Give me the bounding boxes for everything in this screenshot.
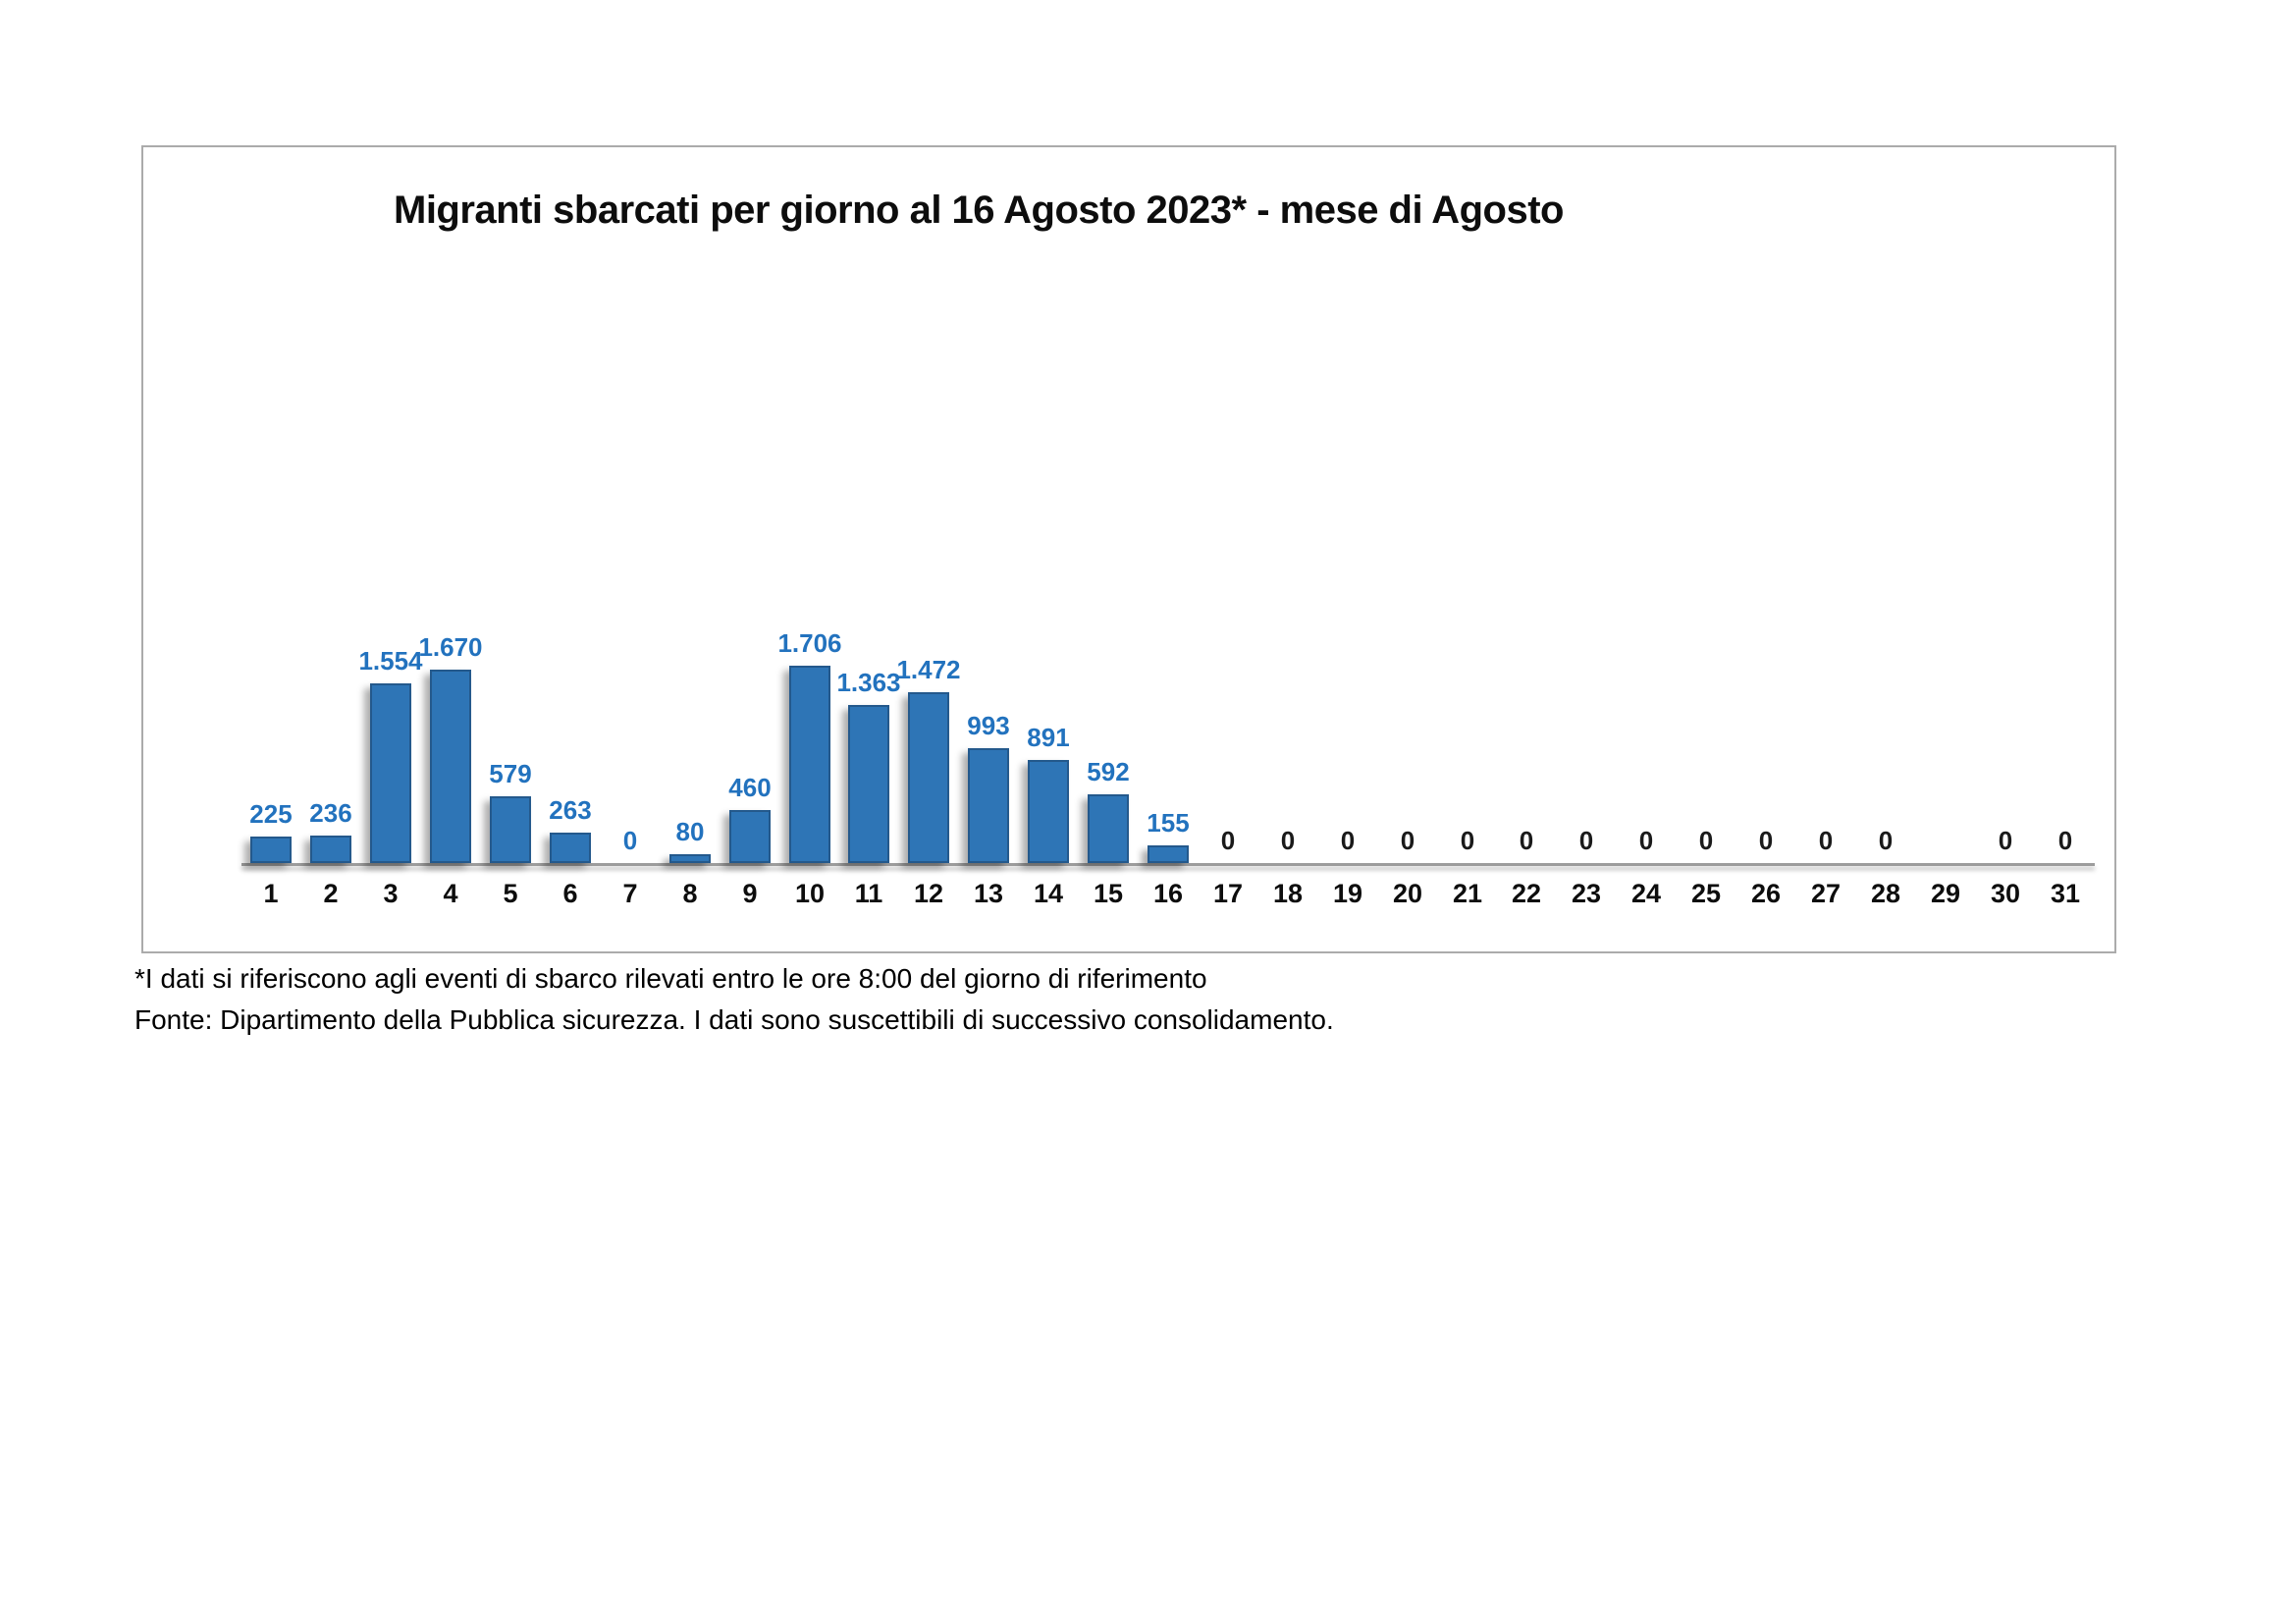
value-label-day-4: 1.670 [418, 632, 483, 662]
x-tick-day-20: 20 [1392, 879, 1423, 908]
x-tick-day-22: 22 [1511, 879, 1542, 908]
x-tick-day-2: 2 [323, 879, 339, 908]
value-label-day-27: 0 [1818, 826, 1834, 855]
bar-day-6 [550, 833, 591, 863]
value-label-day-31: 0 [2057, 826, 2073, 855]
x-tick-day-29: 29 [1930, 879, 1961, 908]
x-tick-day-6: 6 [562, 879, 578, 908]
chart-title: Migranti sbarcati per giorno al 16 Agost… [394, 189, 1564, 232]
bar-day-11 [848, 705, 889, 863]
bar-day-1 [250, 837, 292, 863]
x-axis-line [241, 863, 2095, 866]
value-label-day-20: 0 [1400, 826, 1415, 855]
value-label-day-25: 0 [1698, 826, 1714, 855]
chart-footnotes: *I dati si riferiscono agli eventi di sb… [134, 958, 1334, 1041]
x-tick-day-13: 13 [973, 879, 1004, 908]
plot-area: 225 1 236 2 1.554 3 1.670 4 579 5 263 6 0 7 80 8 460 9 1.7… [143, 147, 2114, 951]
x-tick-day-16: 16 [1152, 879, 1184, 908]
x-tick-day-24: 24 [1630, 879, 1662, 908]
x-tick-day-26: 26 [1750, 879, 1782, 908]
value-label-day-19: 0 [1340, 826, 1356, 855]
value-label-day-7: 0 [622, 826, 638, 855]
x-tick-day-31: 31 [2050, 879, 2081, 908]
bar-day-16 [1148, 845, 1189, 863]
x-tick-day-7: 7 [622, 879, 638, 908]
value-label-day-8: 80 [675, 817, 705, 846]
x-tick-day-4: 4 [443, 879, 458, 908]
value-label-day-9: 460 [728, 773, 772, 802]
bar-day-4 [430, 670, 471, 863]
value-label-day-17: 0 [1220, 826, 1236, 855]
value-label-day-13: 993 [967, 711, 1010, 740]
value-label-day-22: 0 [1519, 826, 1534, 855]
value-label-day-14: 891 [1027, 723, 1070, 752]
footnote-line-2: Fonte: Dipartimento della Pubblica sicur… [134, 1004, 1334, 1035]
x-tick-day-11: 11 [854, 879, 883, 908]
value-label-day-30: 0 [1998, 826, 2013, 855]
value-label-day-28: 0 [1878, 826, 1894, 855]
x-tick-day-15: 15 [1093, 879, 1124, 908]
bar-day-15 [1088, 794, 1129, 863]
bar-day-12 [908, 692, 949, 863]
x-tick-day-9: 9 [742, 879, 758, 908]
footnote-line-1: *I dati si riferiscono agli eventi di sb… [134, 963, 1207, 994]
value-label-day-11: 1.363 [836, 668, 901, 697]
value-label-day-18: 0 [1280, 826, 1296, 855]
bar-day-3 [370, 683, 411, 863]
value-label-day-15: 592 [1087, 757, 1130, 786]
x-tick-day-28: 28 [1870, 879, 1901, 908]
value-label-day-3: 1.554 [358, 646, 423, 676]
bar-day-13 [968, 748, 1009, 863]
value-label-day-2: 236 [309, 798, 352, 828]
x-tick-day-23: 23 [1571, 879, 1602, 908]
x-tick-day-3: 3 [383, 879, 399, 908]
value-label-day-10: 1.706 [777, 628, 842, 658]
bar-day-8 [669, 854, 711, 863]
x-tick-day-18: 18 [1272, 879, 1304, 908]
value-label-day-23: 0 [1578, 826, 1594, 855]
x-tick-day-19: 19 [1332, 879, 1363, 908]
x-tick-day-8: 8 [682, 879, 698, 908]
bar-day-5 [490, 796, 531, 863]
x-tick-day-17: 17 [1212, 879, 1244, 908]
value-label-day-21: 0 [1460, 826, 1475, 855]
x-tick-day-30: 30 [1990, 879, 2021, 908]
x-tick-day-12: 12 [913, 879, 944, 908]
value-label-day-6: 263 [549, 795, 592, 825]
x-tick-day-10: 10 [794, 879, 826, 908]
bar-day-14 [1028, 760, 1069, 863]
bar-day-9 [729, 810, 771, 863]
value-label-day-16: 155 [1147, 808, 1190, 838]
value-label-day-12: 1.472 [896, 655, 961, 684]
bar-day-10 [789, 666, 830, 863]
x-tick-day-27: 27 [1810, 879, 1842, 908]
x-tick-day-21: 21 [1452, 879, 1483, 908]
x-tick-day-5: 5 [503, 879, 518, 908]
bar-day-2 [310, 836, 351, 863]
chart-frame: Migranti sbarcati per giorno al 16 Agost… [141, 145, 2116, 953]
x-tick-day-14: 14 [1033, 879, 1064, 908]
x-tick-day-25: 25 [1690, 879, 1722, 908]
value-label-day-26: 0 [1758, 826, 1774, 855]
value-label-day-5: 579 [489, 759, 532, 788]
value-label-day-1: 225 [249, 799, 293, 829]
value-label-day-24: 0 [1638, 826, 1654, 855]
x-tick-day-1: 1 [263, 879, 279, 908]
